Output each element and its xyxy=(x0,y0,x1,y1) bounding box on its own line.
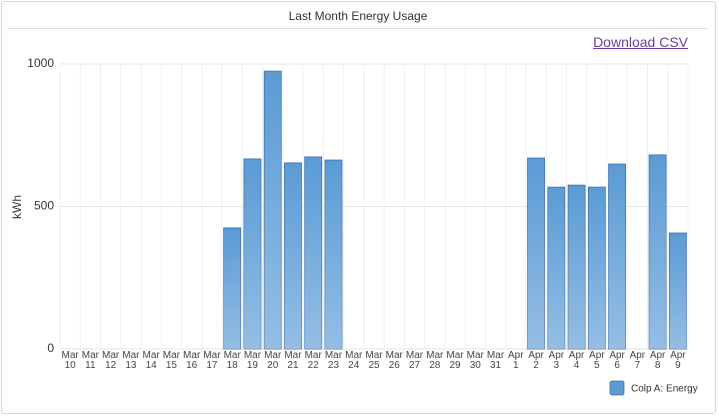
bar-shade xyxy=(243,158,261,349)
x-tick-label: Mar 26 xyxy=(385,350,403,371)
x-tick-label: Mar 10 xyxy=(61,350,79,371)
y-tick-label: 0 xyxy=(47,341,54,355)
bar-shade xyxy=(588,187,606,349)
x-tick-label: Mar 18 xyxy=(223,350,241,371)
x-tick-label: Mar 23 xyxy=(324,350,343,371)
x-tick-label: Mar 13 xyxy=(122,350,140,371)
x-tick-label: Apr 9 xyxy=(670,350,686,371)
bar-shade xyxy=(324,160,342,349)
x-tick-label: Mar 20 xyxy=(264,350,282,371)
bar-shade xyxy=(264,71,282,349)
x-tick-label: Mar 14 xyxy=(142,350,160,371)
x-tick-label: Mar 22 xyxy=(304,350,322,371)
legend-label: Colp A: Energy xyxy=(631,384,698,395)
x-tick-label: Mar 12 xyxy=(102,350,120,371)
x-tick-label: Mar 11 xyxy=(81,350,99,371)
bar-shade xyxy=(649,154,667,349)
x-tick-label: Apr 1 xyxy=(508,350,524,371)
x-tick-label: Mar 28 xyxy=(426,350,444,371)
x-tick-label: Mar 15 xyxy=(162,350,181,371)
legend-swatch xyxy=(609,380,625,396)
bar-shade xyxy=(304,156,322,349)
x-tick-label: Apr 5 xyxy=(589,350,605,371)
x-tick-label: Apr 6 xyxy=(609,350,625,371)
x-tick-label: Apr 7 xyxy=(629,350,646,371)
x-tick-label: Mar 21 xyxy=(284,350,302,371)
x-tick-label: Mar 24 xyxy=(345,350,363,371)
x-tick-label: Mar 30 xyxy=(466,350,484,371)
x-tick-label: Mar 29 xyxy=(446,350,464,371)
bar-shade xyxy=(568,185,586,349)
x-tick-label: Apr 2 xyxy=(528,350,544,371)
x-tick-label: Mar 16 xyxy=(183,350,201,371)
bar-shade xyxy=(527,158,545,349)
x-tick-label: Mar 17 xyxy=(203,350,221,371)
x-tick-label: Apr 3 xyxy=(548,350,565,371)
bar-shade xyxy=(223,227,241,349)
x-tick-label: Mar 25 xyxy=(365,350,383,371)
bar-shade xyxy=(608,164,626,349)
y-tick-label: 500 xyxy=(34,199,54,213)
y-tick-label: 1000 xyxy=(27,56,54,70)
bar-shade xyxy=(669,233,687,349)
chart-title: Last Month Energy Usage xyxy=(289,9,428,23)
y-axis-label: kWh xyxy=(10,195,24,219)
x-tick-label: Mar 31 xyxy=(486,350,505,371)
x-tick-label: Mar 19 xyxy=(243,350,262,371)
download-link[interactable]: Download CSV xyxy=(593,34,688,50)
bar-shade xyxy=(547,187,565,349)
x-tick-label: Apr 8 xyxy=(649,350,666,371)
x-tick-label: Mar 27 xyxy=(405,350,424,371)
bar-shade xyxy=(284,162,302,349)
x-tick-label: Apr 4 xyxy=(568,350,585,371)
